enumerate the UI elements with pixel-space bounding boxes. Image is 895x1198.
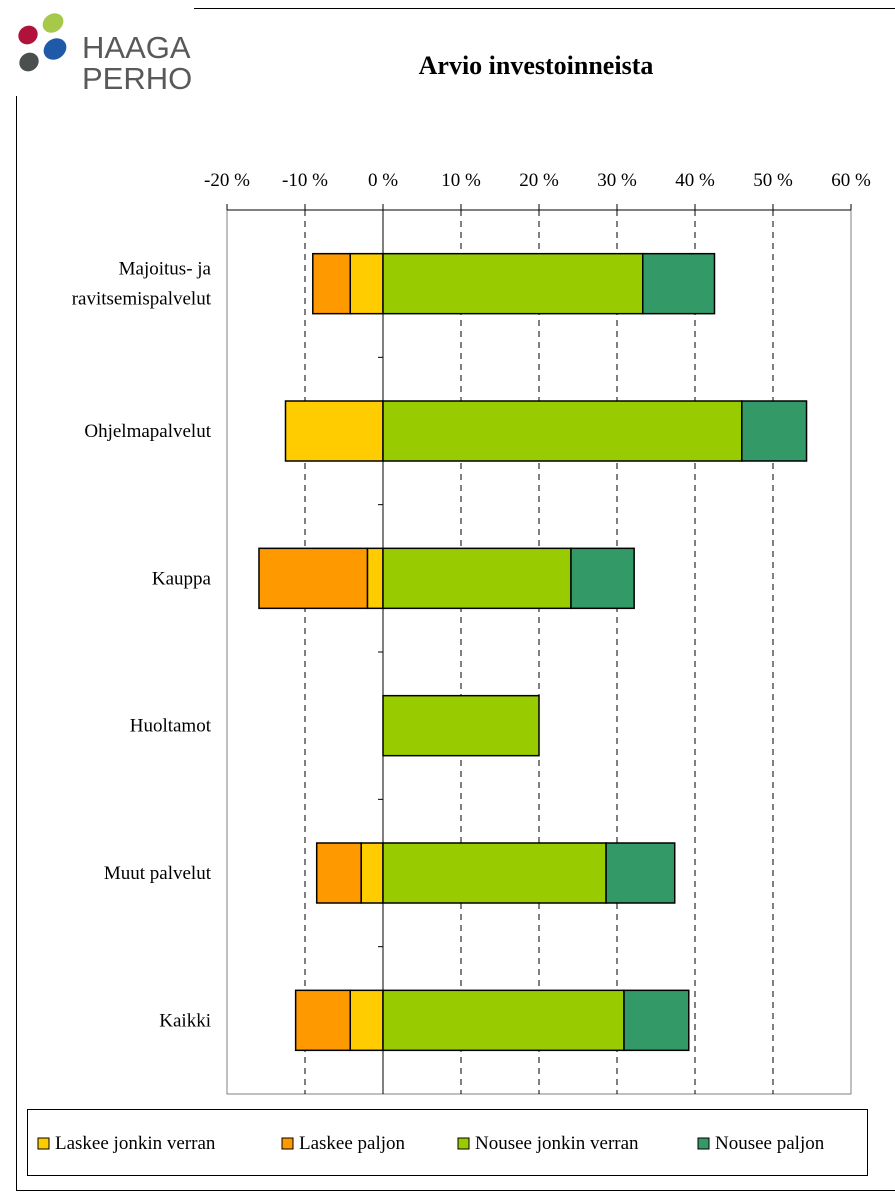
x-tick-label: -10 % [282, 170, 328, 191]
legend-label: Nousee jonkin verran [475, 1133, 639, 1154]
logo-text-line1: HAAGA [82, 30, 191, 65]
x-tick-label: 50 % [753, 170, 793, 191]
bar-segment [313, 254, 350, 314]
bar-segment [606, 843, 675, 903]
legend: Laskee jonkin verran Laskee paljon Nousee … [28, 1110, 868, 1176]
category-label: Huoltamot [130, 716, 212, 737]
legend-label: Laskee jonkin verran [55, 1133, 216, 1154]
category-label: Muut palvelut [104, 863, 212, 884]
x-tick-label: 60 % [831, 170, 871, 191]
legend-swatch [282, 1138, 293, 1149]
chart-frame: HAAGA PERHO Arvio investoinneista -20 % -… [8, 4, 891, 1187]
bar-segment [383, 254, 643, 314]
bar-segment [317, 843, 361, 903]
bar-segment [350, 990, 383, 1050]
legend-swatch [38, 1138, 49, 1149]
bar-segment [350, 254, 383, 314]
legend-swatch [458, 1138, 469, 1149]
x-tick-label: 40 % [675, 170, 715, 191]
legend-swatch [698, 1138, 709, 1149]
legend-label: Nousee paljon [715, 1133, 825, 1154]
bar-segment [361, 843, 383, 903]
x-tick-label: 0 % [368, 170, 398, 191]
x-tick-label: 10 % [441, 170, 481, 191]
category-label: Kauppa [152, 568, 212, 589]
bar-segment [367, 548, 383, 608]
chart-title: Arvio investoinneista [419, 51, 654, 80]
bar-segment [383, 843, 606, 903]
bar-segment [383, 990, 624, 1050]
bar-segment [383, 401, 742, 461]
bar-segment [742, 401, 807, 461]
category-label: Kaikki [159, 1010, 211, 1031]
bar-segment [383, 696, 539, 756]
bar-segment [624, 990, 689, 1050]
bar-segment [643, 254, 715, 314]
bar-segment [259, 548, 367, 608]
logo-text-line2: PERHO [82, 61, 192, 96]
bar-segment [383, 548, 571, 608]
category-label: ravitsemispalvelut [72, 289, 212, 310]
x-tick-label: -20 % [204, 170, 250, 191]
legend-label: Laskee paljon [299, 1133, 406, 1154]
category-label: Ohjelmapalvelut [84, 421, 211, 442]
x-tick-label: 20 % [519, 170, 559, 191]
investment-chart: HAAGA PERHO Arvio investoinneista -20 % -… [8, 4, 895, 1198]
category-label: Majoitus- ja [119, 259, 212, 280]
bar-segment [296, 990, 351, 1050]
bar-segment [571, 548, 634, 608]
bar-segment [286, 401, 384, 461]
x-tick-label: 30 % [597, 170, 637, 191]
